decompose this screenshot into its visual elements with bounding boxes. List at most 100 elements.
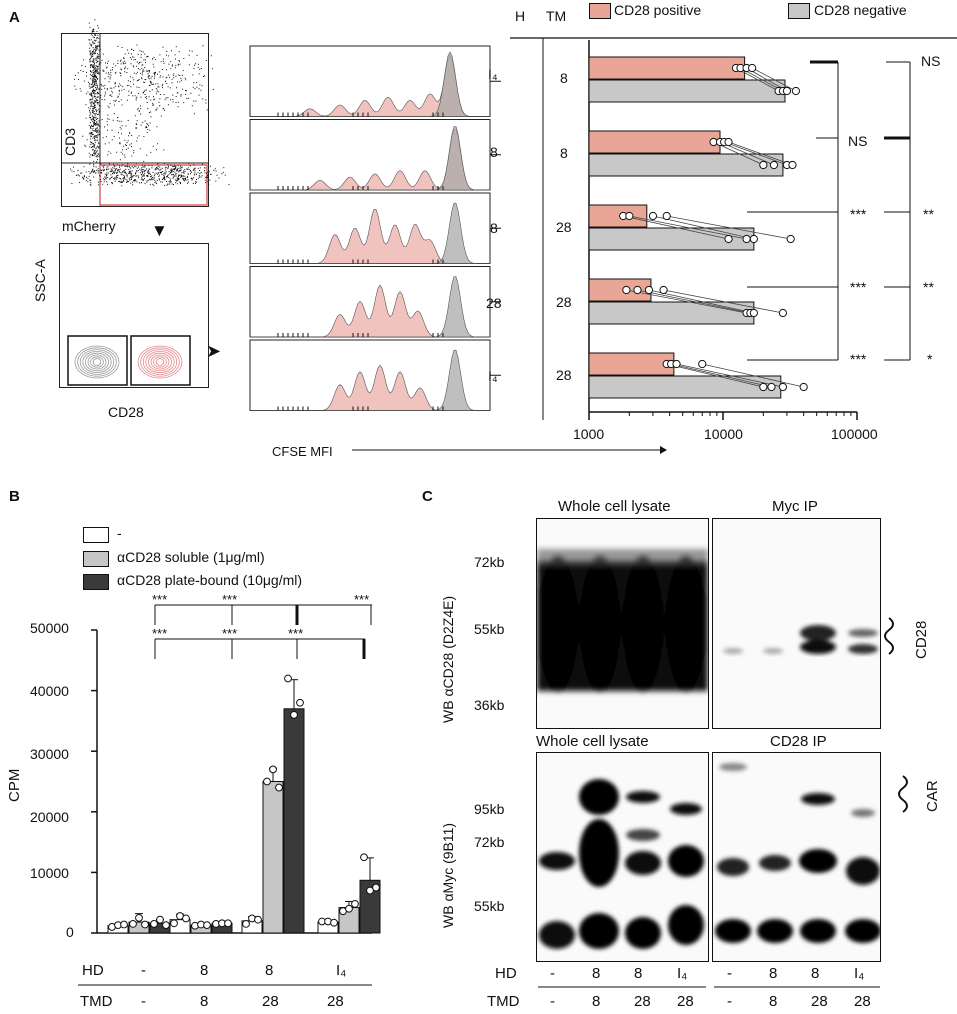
point-cd28-negative: [759, 160, 768, 170]
cpm-point: [150, 920, 158, 928]
cpm-point: [330, 918, 338, 927]
point-cd28-negative: [782, 86, 792, 96]
b-sig-top-1: ***: [152, 592, 168, 607]
cpm-point: [290, 710, 298, 719]
c-row-tmd: TMD: [487, 993, 520, 1010]
cpm-point: [162, 921, 170, 930]
sig-inner-2: ***: [850, 206, 867, 222]
sig-inner-3: ***: [850, 279, 867, 295]
marker-95kb: 95kb: [474, 801, 505, 817]
point-cd28-positive: [644, 285, 654, 295]
b-row-tmd: TMD: [80, 993, 113, 1010]
legend-swatch-negative: [788, 3, 810, 19]
marker-72kb-top: 72kb: [474, 554, 505, 570]
legend-b-plate: αCD28 plate-bound (10μg/ml): [117, 572, 303, 588]
b-sig-bottom-2: ***: [222, 626, 238, 641]
b-ytick-10000: 10000: [30, 865, 69, 881]
pair-line: [728, 141, 793, 166]
c-lane-hd-4: I₄: [677, 965, 688, 982]
b-tmd-3: 28: [262, 993, 279, 1010]
b-hd-1: -: [141, 962, 146, 979]
b-hd-2: 8: [200, 962, 209, 979]
pair-line: [637, 289, 751, 314]
cpm-point: [203, 921, 211, 930]
point-cd28-positive: [648, 211, 658, 221]
tm-label-1: 8: [560, 70, 568, 86]
header-h: H: [515, 8, 526, 24]
panel-letter-a: A: [9, 9, 20, 26]
a-xtick-1000: 1000: [573, 426, 605, 442]
pair-line: [724, 141, 788, 166]
cpm-point: [275, 783, 283, 792]
b-tmd-4: 28: [327, 993, 344, 1010]
b-hd-4: I₄: [336, 962, 347, 979]
right-arrow-icon: ➤: [206, 341, 222, 361]
blot-wcl-myc: [536, 752, 709, 962]
c-lane-tmd-4: 28: [677, 993, 694, 1010]
pair-line: [623, 215, 729, 240]
contour-positive: [140, 347, 180, 377]
blot-myc-ip: [712, 518, 881, 729]
cd28-axis-label: CD28: [108, 404, 144, 420]
hist-row-5-cd28-negative: [250, 349, 490, 411]
contour-negative: [90, 356, 104, 368]
point-cd28-negative: [788, 160, 797, 170]
point-cd28-positive: [662, 211, 671, 221]
pair-line: [702, 363, 804, 388]
b-tmd-1: -: [141, 993, 146, 1010]
b-ytick-40000: 40000: [30, 683, 69, 699]
contour-positive: [148, 352, 173, 372]
cpm-point: [372, 883, 380, 892]
point-cd28-negative: [759, 382, 768, 392]
marker-55kb-top: 55kb: [474, 621, 505, 637]
sig-outer-1: NS: [921, 53, 941, 69]
cpm-point: [120, 920, 128, 929]
c-title-myc-ip: Myc IP: [772, 498, 818, 515]
c-title-wcl-bottom: Whole cell lysate: [536, 733, 649, 750]
point-cd28-negative: [786, 234, 795, 244]
cpm-point: [182, 914, 190, 923]
cfse-axis-label: CFSE MFI: [272, 444, 333, 459]
pair-line: [666, 215, 791, 240]
sig-outer-3: **: [923, 279, 934, 295]
tm-label-2: 8: [560, 145, 568, 161]
cpm-bar: [262, 781, 284, 934]
contour-negative: [87, 354, 107, 370]
hist-label-1: I₄: [488, 66, 498, 82]
c-lane-hd-2: 8: [592, 965, 601, 982]
cpm-point: [224, 919, 232, 928]
point-cd28-positive: [672, 359, 681, 369]
cpm-point: [351, 900, 359, 908]
tm-label-4: 28: [556, 294, 572, 310]
bar-cd28-positive: [588, 204, 648, 228]
pair-line: [671, 363, 772, 388]
sig-outer-4: *: [927, 351, 933, 367]
point-cd28-negative: [749, 308, 758, 318]
b-sig-bottom-1: ***: [152, 626, 168, 641]
cpm-point: [170, 919, 178, 928]
hist-row-4-cd28-negative: [250, 276, 490, 338]
contour-positive: [142, 349, 178, 375]
ssc-cd28-contourplot: [59, 243, 209, 388]
cd28-positive-gate: [130, 335, 191, 386]
contour-negative: [84, 352, 110, 372]
b-tmd-2: 8: [200, 993, 209, 1010]
pair-line: [713, 141, 764, 166]
b-ytick-50000: 50000: [30, 620, 69, 636]
b-sig-bottom-3: ***: [288, 626, 304, 641]
pair-line: [676, 363, 784, 388]
point-cd28-positive: [724, 137, 733, 147]
point-cd28-negative: [778, 382, 788, 392]
point-cd28-positive: [622, 285, 631, 295]
legend-b-soluble: αCD28 soluble (1μg/ml): [117, 549, 265, 565]
c-lane-tmd-7: 28: [811, 993, 828, 1010]
sig-inner-4: ***: [850, 351, 867, 367]
c-lane-tmd-5: -: [727, 993, 732, 1010]
blot-cd28-ip: [712, 752, 881, 962]
hist-label-4: 28: [486, 295, 502, 311]
pair-line: [735, 67, 779, 92]
panel-letter-c: C: [422, 488, 433, 505]
cpm-point: [141, 920, 149, 929]
point-cd28-negative: [769, 160, 779, 170]
